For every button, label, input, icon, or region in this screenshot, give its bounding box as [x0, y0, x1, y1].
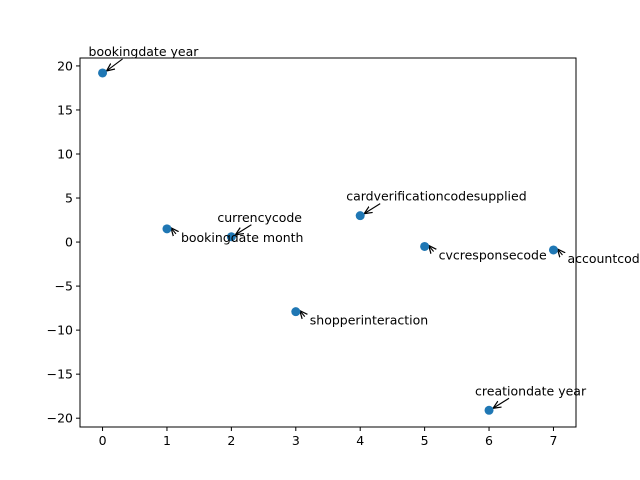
y-tick-label: −10: [47, 323, 73, 338]
y-tick-label: 20: [57, 58, 73, 73]
scatter-point: [420, 241, 430, 251]
point-label: bookingdate month: [181, 230, 304, 245]
annotation-layer: [107, 58, 563, 408]
scatter-point: [162, 224, 172, 234]
x-tick-label: 4: [356, 433, 364, 448]
y-tick-label: 10: [57, 146, 73, 161]
scatter-point: [355, 211, 365, 221]
point-label: currencycode: [217, 210, 302, 225]
y-tick-label: −5: [55, 279, 73, 294]
y-tick-label: 5: [65, 191, 73, 206]
plot-frame: [79, 57, 577, 428]
y-tick-label: −20: [47, 411, 73, 426]
point-layer: [98, 68, 558, 415]
scatter-point: [548, 245, 558, 255]
x-tick-label: 1: [163, 433, 171, 448]
annotation-arrow: [493, 397, 510, 408]
annotation-arrow: [171, 228, 176, 234]
x-axis: 0 1 2 3 4 5 6 7: [99, 427, 557, 448]
scatter-point: [98, 68, 108, 78]
annotation-arrow: [235, 224, 252, 235]
label-layer: bookingdate year bookingdate month currenc…: [89, 44, 640, 398]
scatter-point: [291, 307, 301, 317]
x-tick-label: 5: [421, 433, 429, 448]
annotation-arrow: [300, 311, 305, 317]
y-axis: −20 −15 −10 −5 0 5 10 15 20: [47, 58, 80, 426]
point-label: cardverificationcodesupplied: [346, 189, 526, 204]
x-tick-label: 3: [292, 433, 300, 448]
point-label: bookingdate year: [89, 44, 200, 59]
x-tick-label: 7: [549, 433, 557, 448]
y-tick-label: 0: [65, 235, 73, 250]
x-tick-label: 2: [227, 433, 235, 448]
x-tick-label: 6: [485, 433, 493, 448]
annotation-arrow: [107, 58, 123, 71]
annotation-arrow: [429, 245, 434, 251]
annotation-arrow: [557, 249, 562, 255]
x-tick-label: 0: [99, 433, 107, 448]
annotation-arrow: [364, 203, 381, 214]
y-tick-label: −15: [47, 367, 73, 382]
point-label: cvcresponsecode: [439, 247, 547, 262]
scatter-point: [226, 232, 236, 242]
point-label: accountcode: [567, 251, 640, 266]
point-label: creationdate year: [475, 383, 587, 398]
y-tick-label: 15: [57, 102, 73, 117]
point-label: shopperinteraction: [310, 313, 428, 328]
scatter-point: [484, 405, 494, 415]
